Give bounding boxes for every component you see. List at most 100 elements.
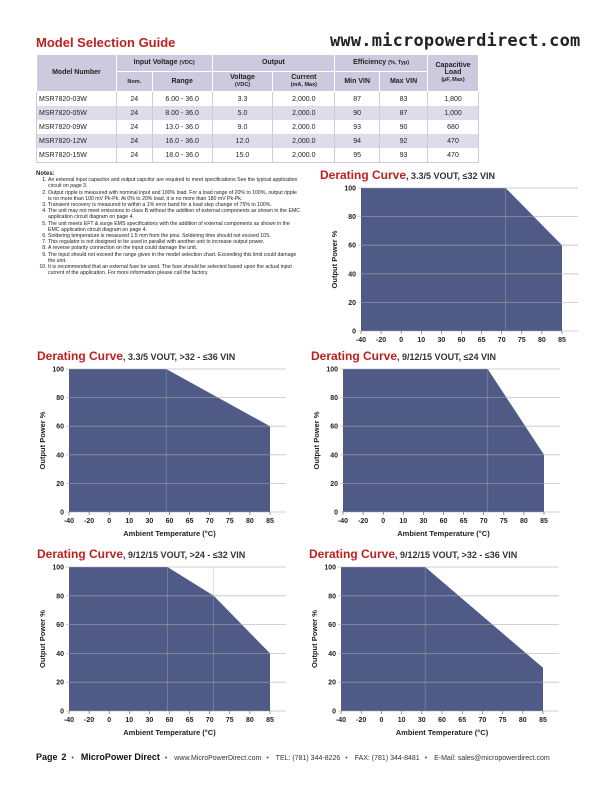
y-tick-label: 80: [56, 395, 64, 402]
chart-subtitle: , 3.3/5 VOUT, >32 - ≤36 VIN: [123, 352, 236, 362]
table-cell: 16.0 - 36.0: [151, 134, 213, 148]
table-cell: 2,000.0: [272, 120, 336, 134]
note-item: The unit may not meet emissions to class…: [48, 208, 301, 220]
table-row: MSR7820-05W 24 8.00 - 36.0 5.0 2,000.0 90 87 1,…: [36, 106, 479, 120]
y-axis-label: Output Power %: [312, 411, 321, 469]
x-tick-label: 85: [266, 518, 274, 525]
chart-title-main: Derating Curve: [309, 547, 396, 561]
note-item: The input should not exceed the range gi…: [48, 252, 301, 264]
x-tick-label: 65: [186, 518, 194, 525]
x-tick-label: 75: [226, 717, 234, 724]
y-tick-label: 60: [56, 424, 64, 431]
table-cell: 8.00 - 36.0: [151, 106, 213, 120]
x-axis-label: Ambient Temperature (°C): [396, 728, 489, 737]
x-tick-label: 80: [520, 518, 528, 525]
header-output: Output: [211, 54, 336, 72]
y-axis-label: Output Power %: [330, 230, 339, 288]
table-cell: 94: [334, 134, 381, 148]
y-tick-label: 40: [328, 651, 336, 658]
chart-title: Derating Curve, 9/12/15 VOUT, >24 - ≤32 …: [37, 547, 245, 561]
chart-title: Derating Curve, 3.3/5 VOUT, ≤32 VIN: [320, 168, 495, 182]
note-item: Transient recovery is measured to within…: [48, 202, 301, 208]
chart-title: Derating Curve, 9/12/15 VOUT, >32 - ≤36 …: [309, 547, 517, 561]
y-tick-label: 0: [60, 510, 64, 517]
x-tick-label: 80: [519, 717, 527, 724]
y-tick-label: 20: [56, 680, 64, 687]
company-name: MicroPower Direct: [80, 752, 160, 762]
derating-area: [69, 567, 270, 711]
y-tick-label: 0: [60, 709, 64, 716]
x-tick-label: 0: [381, 518, 385, 525]
x-tick-label: -40: [338, 518, 348, 525]
x-tick-label: 85: [539, 717, 547, 724]
y-tick-label: 100: [324, 565, 336, 572]
notes: Notes: An external input capacitor and o…: [36, 171, 301, 276]
table-cell: 470: [427, 134, 479, 148]
y-tick-label: 20: [56, 481, 64, 488]
table-cell: 93: [334, 120, 381, 134]
chart-subtitle: , 9/12/15 VOUT, >32 - ≤36 VIN: [395, 550, 518, 560]
x-tick-label: -20: [376, 337, 386, 344]
chart-svg: 0 20 40 60 80 100 -40 -20 0 10 30 60 65 70 75 80 85 Outpu…: [312, 367, 560, 538]
footer-website[interactable]: www.MicroPowerDirect.com: [174, 755, 262, 762]
table-cell: 95: [334, 148, 381, 163]
website-banner: www.micropowerdirect.com: [330, 31, 581, 51]
note-item: A reverse polarity connection on the inp…: [48, 245, 301, 251]
footer-tel: TEL: (781) 344-8226: [275, 755, 341, 762]
chart-title: Derating Curve, 9/12/15 VOUT, ≤24 VIN: [311, 349, 496, 363]
x-tick-label: 0: [107, 518, 111, 525]
note-item: An external input capacitor and output c…: [48, 177, 301, 189]
x-tick-label: 60: [438, 717, 446, 724]
x-tick-label: 30: [418, 717, 426, 724]
x-tick-label: 10: [399, 518, 407, 525]
table-cell: 90: [379, 120, 428, 134]
table-cell: 87: [334, 91, 381, 106]
footer-email[interactable]: E-Mail: sales@micropowerdirect.com: [434, 755, 550, 762]
x-tick-label: 65: [458, 717, 466, 724]
page-title: Model Selection Guide: [36, 35, 176, 50]
table-cell: MSR7820-12W: [36, 134, 117, 148]
table-cell: 15.0: [211, 148, 274, 163]
y-tick-label: 100: [344, 186, 356, 193]
y-tick-label: 20: [348, 300, 356, 307]
model-selection-table: Model Number Input Voltage (VDC) Output …: [36, 54, 479, 163]
chart-svg: 0 20 40 60 80 100 -40 -20 0 10 30 60 65 70 75 80 85 Outpu…: [38, 367, 286, 538]
table-row: MSR7820-09W 24 13.0 - 36.0 9.0 2,000.0 93 90 68…: [36, 120, 479, 134]
table-cell: 24: [115, 106, 153, 120]
chart-title-main: Derating Curve: [320, 168, 407, 182]
x-tick-label: 75: [500, 518, 508, 525]
chart-subtitle: , 9/12/15 VOUT, >24 - ≤32 VIN: [123, 550, 246, 560]
table-cell: 12.0: [211, 134, 274, 148]
chart-subtitle: , 9/12/15 VOUT, ≤24 VIN: [397, 352, 497, 362]
y-tick-label: 0: [334, 510, 338, 517]
x-tick-label: 70: [479, 717, 487, 724]
table-cell: 3.3: [211, 91, 274, 106]
chart-svg: 0 20 40 60 80 100 -40 -20 0 10 30 60 65 70 75 80 85 Outpu…: [330, 186, 578, 344]
header-min-vin: Min VIN: [334, 71, 381, 92]
page-label: Page: [36, 752, 58, 762]
x-tick-label: 10: [398, 717, 406, 724]
table-cell: 6.00 - 36.0: [151, 91, 213, 106]
x-tick-label: 60: [166, 518, 174, 525]
x-tick-label: 10: [125, 717, 133, 724]
chart-svg: 0 20 40 60 80 100 -40 -20 0 10 30 60 65 70 75 80 85 Outpu…: [310, 565, 559, 737]
chart-title-main: Derating Curve: [311, 349, 398, 363]
x-tick-label: 75: [518, 337, 526, 344]
note-item: This regulator is not designed to be use…: [48, 239, 301, 245]
table-cell: 93: [379, 148, 428, 163]
x-tick-label: -20: [84, 717, 94, 724]
x-tick-label: -20: [356, 717, 366, 724]
derating-area: [69, 369, 270, 512]
table-cell: 87: [379, 106, 428, 120]
derating-area: [343, 369, 544, 512]
table-cell: MSR7820-03W: [36, 91, 117, 106]
footer: Page 2 • MicroPower Direct • www.MicroPowe…: [36, 752, 550, 762]
x-tick-label: 30: [420, 518, 428, 525]
x-tick-label: 60: [458, 337, 466, 344]
y-axis-label: Output Power %: [310, 610, 319, 668]
table-cell: 2,000.0: [272, 106, 336, 120]
table-cell: 470: [427, 148, 479, 163]
x-axis-label: Ambient Temperature (°C): [123, 529, 216, 538]
table-cell: 2,000.0: [272, 91, 336, 106]
